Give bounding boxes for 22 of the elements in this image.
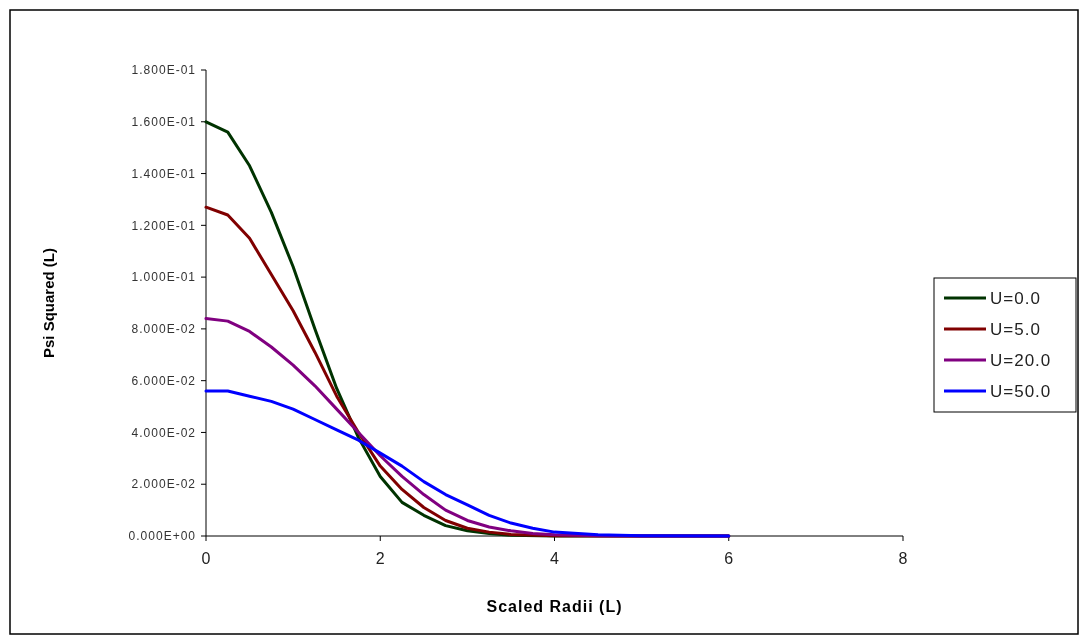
y-tick-label: 4.000E-02 xyxy=(131,425,196,440)
legend-label: U=50.0 xyxy=(990,381,1052,401)
legend-label: U=0.0 xyxy=(990,288,1041,308)
x-axis-title: Scaled Radii (L) xyxy=(486,598,623,615)
x-tick-label: 4 xyxy=(550,550,560,567)
y-tick-label: 6.000E-02 xyxy=(131,373,196,388)
y-tick-label: 1.400E-01 xyxy=(131,166,196,181)
y-tick-label: 2.000E-02 xyxy=(131,477,196,492)
x-tick-label: 0 xyxy=(201,550,211,567)
legend-label: U=20.0 xyxy=(990,350,1052,370)
x-tick-label: 2 xyxy=(375,550,385,567)
x-tick-label: 6 xyxy=(724,550,734,567)
y-tick-label: 1.200E-01 xyxy=(131,218,196,233)
line-series xyxy=(204,389,731,538)
y-tick-label: 1.600E-01 xyxy=(131,114,196,129)
legend-label: U=5.0 xyxy=(990,319,1041,339)
y-tick-label: 1.800E-01 xyxy=(131,63,196,78)
y-axis-title: Psi Squared (L) xyxy=(40,247,57,359)
y-tick-label: 1.000E-01 xyxy=(131,270,196,285)
y-tick-label: 8.000E-02 xyxy=(131,322,196,337)
y-tick-label: 0.000E+00 xyxy=(128,529,196,544)
x-tick-label: 8 xyxy=(898,550,908,567)
